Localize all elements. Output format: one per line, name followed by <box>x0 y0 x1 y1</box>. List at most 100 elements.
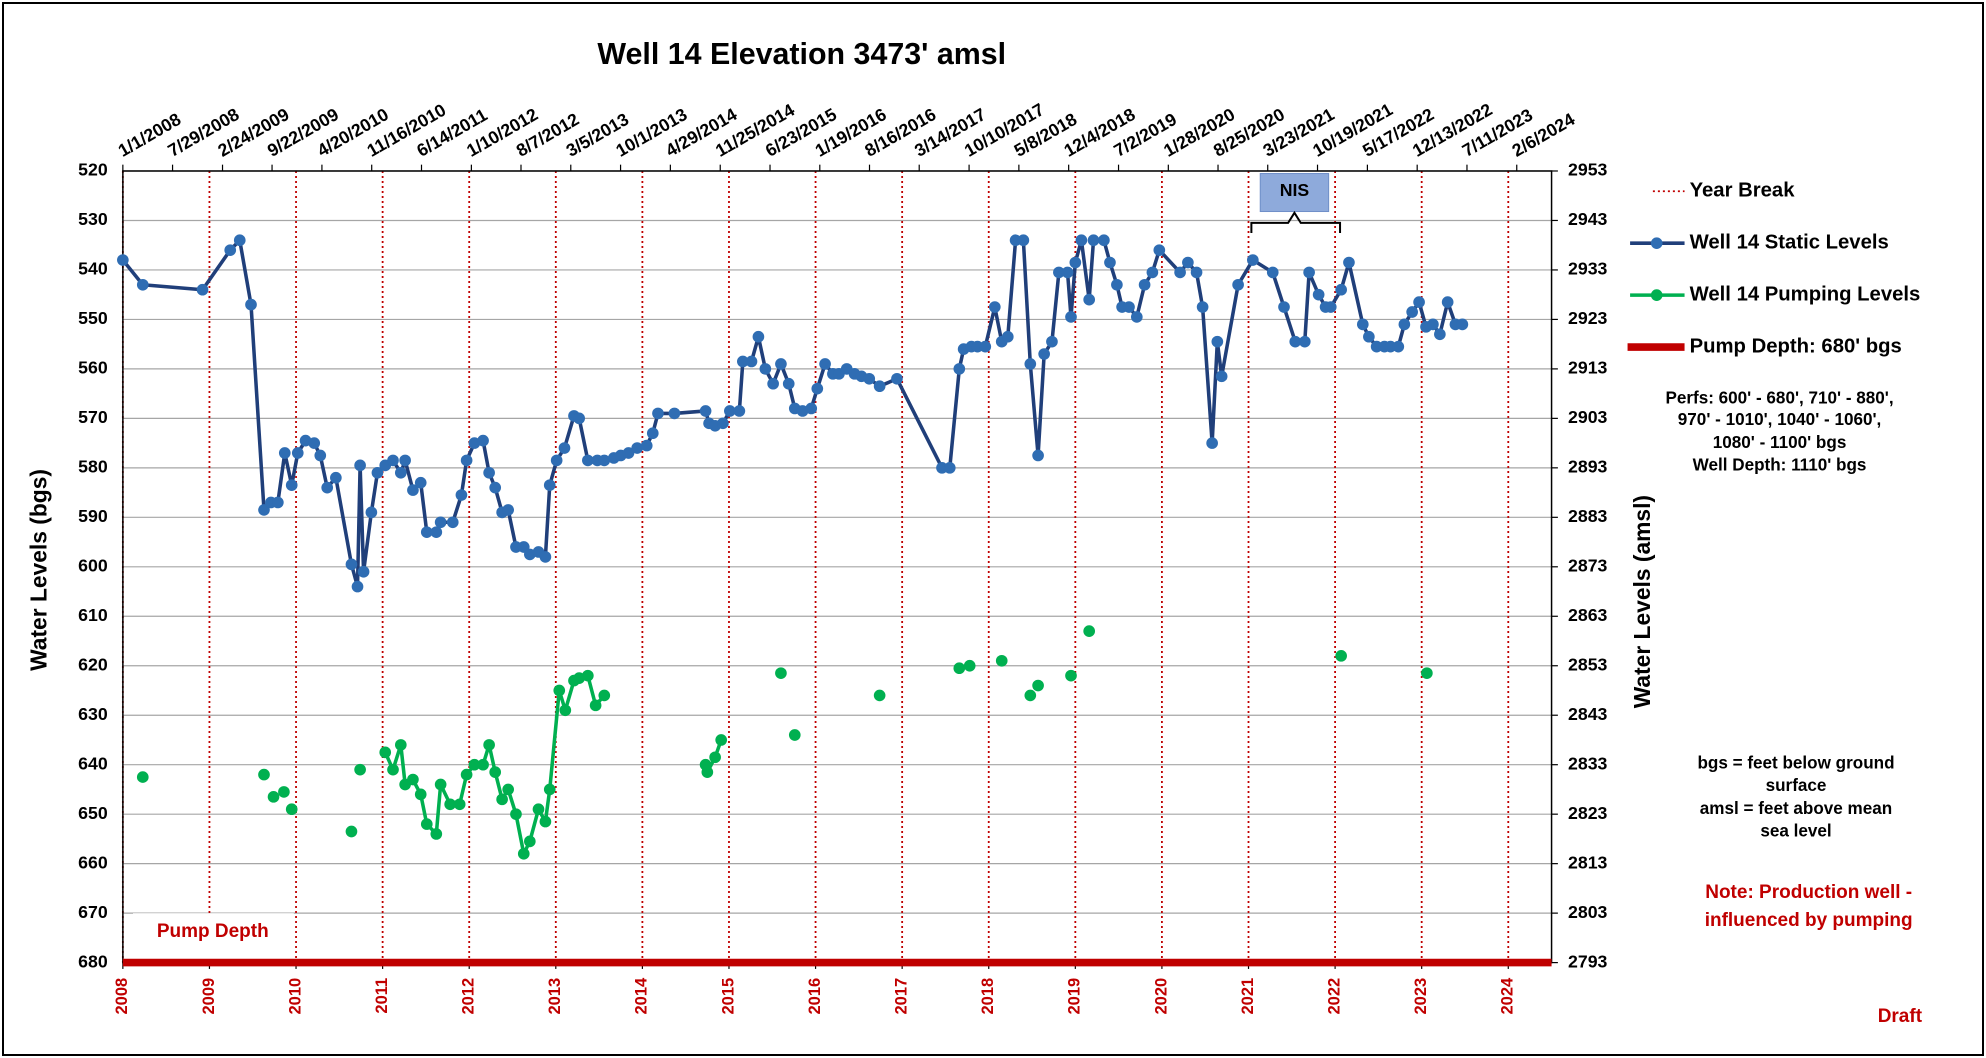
legend-label: Well 14 Static Levels <box>1690 232 1889 254</box>
y2-tick-label: 2863 <box>1568 605 1608 625</box>
data-point <box>444 798 456 811</box>
data-point <box>430 526 443 538</box>
data-point <box>330 471 342 484</box>
x-tick-label: 2018 <box>979 978 997 1015</box>
perfs-text: 970' - 1010', 1040' - 1060', <box>1678 410 1882 429</box>
data-point <box>1289 335 1302 348</box>
x-tick-label: 2009 <box>200 978 218 1015</box>
data-point <box>1232 278 1244 291</box>
data-point <box>345 558 358 571</box>
data-point <box>136 771 149 783</box>
data-point <box>782 377 795 390</box>
data-point <box>646 427 659 440</box>
y2-tick-label: 2943 <box>1568 209 1608 229</box>
data-point <box>1206 437 1218 449</box>
y-tick-label: 630 <box>78 704 108 724</box>
y-axis-title: Water Levels (bgs) <box>26 469 52 671</box>
legend-label: Pump Depth: 680' bgs <box>1690 335 1902 357</box>
x-tick-label: 2013 <box>546 978 564 1015</box>
data-point <box>1087 234 1100 247</box>
data-point <box>1312 288 1325 301</box>
data-point <box>1083 625 1096 637</box>
data-point <box>434 516 447 529</box>
perfs-text: 1080' - 1100' bgs <box>1713 433 1847 452</box>
data-point <box>455 489 468 501</box>
data-point <box>699 405 712 417</box>
y-tick-label: 570 <box>78 407 108 427</box>
x-tick-label: 2017 <box>893 978 911 1015</box>
definitions-text: surface <box>1766 776 1827 795</box>
data-point <box>1061 266 1074 279</box>
data-point <box>523 835 536 848</box>
data-point <box>988 301 1001 313</box>
data-point <box>1335 283 1347 296</box>
x-tick-label: 2014 <box>633 977 651 1015</box>
data-point <box>640 439 653 452</box>
data-point <box>598 454 611 467</box>
data-point <box>453 798 466 811</box>
nis-bracket <box>1250 210 1342 234</box>
y-tick-label: 610 <box>78 605 108 625</box>
data-point <box>788 729 801 741</box>
data-point <box>258 768 270 781</box>
data-point <box>1024 689 1037 702</box>
data-point <box>285 479 298 491</box>
data-point <box>1303 266 1315 279</box>
data-point <box>1278 301 1290 313</box>
data-point <box>387 454 399 467</box>
data-point <box>953 363 966 375</box>
data-point <box>1335 650 1347 662</box>
x-tick-label: 2020 <box>1152 978 1170 1015</box>
data-point <box>291 447 304 459</box>
label-background <box>132 913 294 959</box>
data-point <box>775 358 787 370</box>
y2-tick-label: 2883 <box>1568 506 1608 526</box>
y-tick-label: 670 <box>78 902 108 922</box>
data-point <box>550 454 563 467</box>
data-point <box>553 684 566 697</box>
y2-tick-label: 2913 <box>1568 358 1608 378</box>
data-point <box>863 372 876 385</box>
data-point <box>558 442 571 454</box>
y-tick-label: 540 <box>78 259 108 279</box>
data-point <box>1427 318 1439 331</box>
data-point <box>668 407 681 420</box>
data-point <box>1298 335 1311 348</box>
y2-tick-label: 2953 <box>1568 160 1608 180</box>
data-point <box>582 669 594 682</box>
y2-tick-label: 2893 <box>1568 457 1608 477</box>
data-point <box>354 459 366 472</box>
y-tick-label: 520 <box>78 160 108 180</box>
data-point <box>1032 449 1044 462</box>
y-tick-label: 650 <box>78 803 108 823</box>
y2-tick-label: 2843 <box>1568 704 1608 724</box>
y-tick-label: 660 <box>78 852 108 872</box>
data-point <box>1343 256 1355 269</box>
data-point <box>460 768 473 781</box>
data-point <box>496 793 508 806</box>
data-point <box>285 803 298 816</box>
data-point <box>407 484 419 496</box>
data-point <box>752 330 765 343</box>
y2-tick-label: 2923 <box>1568 308 1608 328</box>
data-point <box>267 791 280 803</box>
data-point <box>1413 296 1425 308</box>
data-point <box>1356 318 1369 331</box>
data-point <box>1138 278 1151 291</box>
data-point <box>196 283 209 296</box>
data-point <box>245 298 257 311</box>
data-point <box>1104 256 1116 269</box>
data-point <box>483 466 495 479</box>
data-point <box>953 662 966 675</box>
nis-label: NIS <box>1280 180 1310 200</box>
data-point <box>502 783 515 796</box>
data-point <box>1130 311 1143 323</box>
data-point <box>308 437 321 449</box>
data-point <box>1075 234 1088 247</box>
data-point <box>278 786 290 798</box>
data-point <box>420 526 433 538</box>
data-point <box>1190 266 1203 279</box>
data-point <box>1146 266 1159 279</box>
data-point <box>805 402 818 415</box>
